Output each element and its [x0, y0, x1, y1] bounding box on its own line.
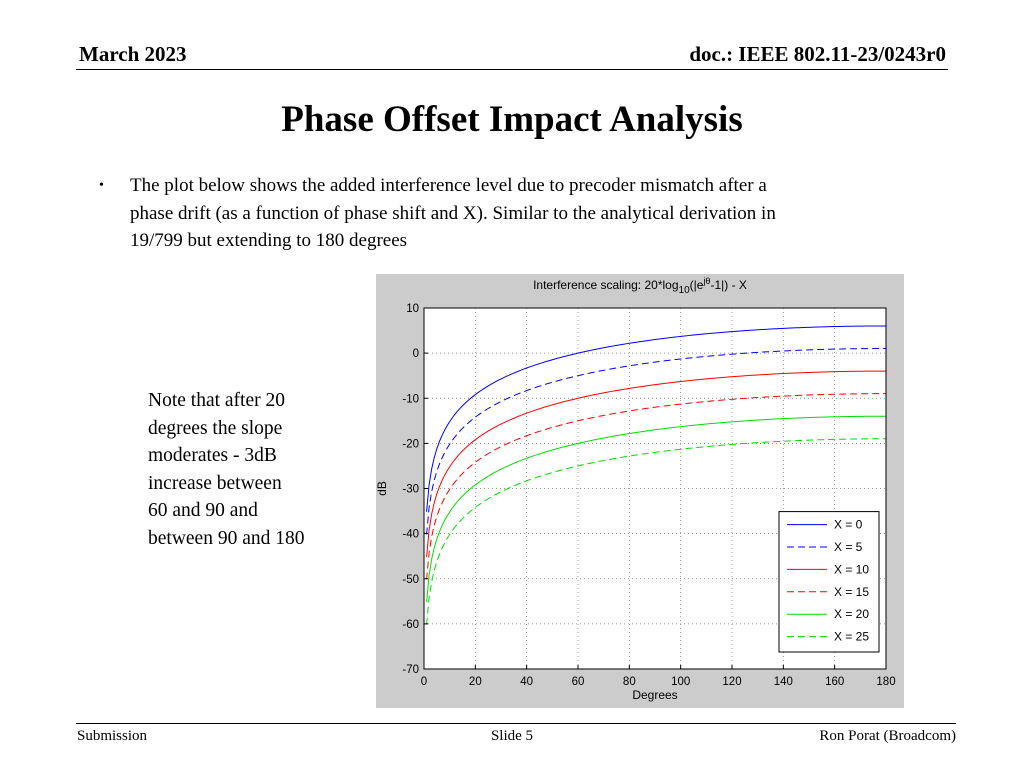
series-line [426, 370, 886, 557]
y-tick-label: -20 [402, 438, 419, 450]
note-line: moderates - 3dB [148, 445, 277, 466]
y-tick-label: -60 [402, 619, 419, 631]
x-axis-label: Degrees [632, 688, 677, 702]
y-tick-label: -70 [402, 664, 419, 676]
x-tick-label: 60 [572, 676, 585, 688]
series-line [426, 348, 886, 535]
y-tick-label: -40 [402, 529, 419, 541]
legend-label: X = 0 [834, 518, 863, 532]
y-tick-label: -10 [402, 393, 419, 405]
chart-title-sup: jθ [702, 276, 710, 286]
bullet-line: The plot below shows the added interfere… [130, 175, 767, 196]
bullet-text: The plot below shows the added interfere… [130, 172, 919, 255]
bullet-paragraph: • The plot below shows the added interfe… [99, 172, 919, 255]
x-tick-label: 40 [520, 676, 533, 688]
chart-title-pre: Interference scaling: 20*log [533, 278, 678, 292]
legend-label: X = 25 [834, 630, 869, 644]
y-tick-label: 0 [413, 348, 419, 360]
bullet-line: phase drift (as a function of phase shif… [130, 202, 776, 224]
axis-ticks: 0 20 40 60 80 100 120 140 160 180100-10-20-30-40-… [402, 303, 895, 688]
chart-legend: X = 0 X = 5 X = 10 X = 15 X = 20 X = 25 [778, 511, 880, 653]
note-line: Note that after 20 [148, 390, 285, 411]
chart-svg: Interference scaling: 20*log10(|ejθ-1|) … [376, 276, 896, 702]
footer-slide-number: Slide 5 [490, 728, 534, 744]
x-tick-label: 100 [671, 676, 690, 688]
chart-title-post: -1|) - X [710, 278, 746, 292]
y-tick-label: 10 [406, 303, 419, 315]
x-tick-label: 180 [876, 676, 895, 688]
x-tick-label: 20 [469, 676, 482, 688]
legend-label: X = 10 [834, 562, 869, 576]
note-line: degrees the slope [148, 417, 283, 439]
y-tick-label: -30 [402, 484, 419, 496]
interference-chart: Interference scaling: 20*log10(|ejθ-1|) … [376, 274, 904, 708]
x-tick-label: 0 [421, 676, 427, 688]
bullet-icon: • [99, 178, 104, 193]
legend-label: X = 5 [834, 540, 863, 554]
x-tick-label: 160 [825, 676, 844, 688]
slide-title: Phase Offset Impact Analysis [281, 99, 743, 140]
series-line [426, 325, 886, 512]
bullet-line: 19/799 but extending to 180 degrees [130, 230, 408, 251]
series-line [426, 393, 886, 580]
series-line [426, 415, 886, 603]
footer-divider [76, 723, 956, 724]
y-axis-label: dB [376, 481, 389, 496]
y-tick-label: -50 [402, 574, 419, 586]
x-tick-label: 120 [722, 676, 741, 688]
x-tick-label: 140 [774, 676, 793, 688]
header-doc-id: doc.: IEEE 802.11-23/0243r0 [689, 42, 946, 66]
note-line: increase between [148, 472, 282, 494]
x-tick-label: 80 [623, 676, 636, 688]
footer-submission: Submission [77, 728, 148, 744]
header-date: March 2023 [79, 42, 187, 66]
footer-author: Ron Porat (Broadcom) [819, 728, 956, 744]
note-line: 60 and 90 and [148, 500, 258, 521]
note-line: between 90 and 180 [148, 527, 305, 549]
series-line [426, 438, 886, 625]
chart-title: Interference scaling: 20*log10(|ejθ-1|) … [533, 276, 747, 296]
series-lines [426, 325, 886, 625]
legend-label: X = 15 [834, 585, 869, 599]
chart-title-mid: (|e [690, 278, 704, 292]
legend-label: X = 20 [834, 607, 869, 621]
header-divider [76, 69, 948, 70]
side-note: Note that after 20 degrees the slope mod… [148, 387, 348, 552]
chart-title-sub: 10 [679, 285, 691, 296]
legend-box [778, 511, 880, 653]
